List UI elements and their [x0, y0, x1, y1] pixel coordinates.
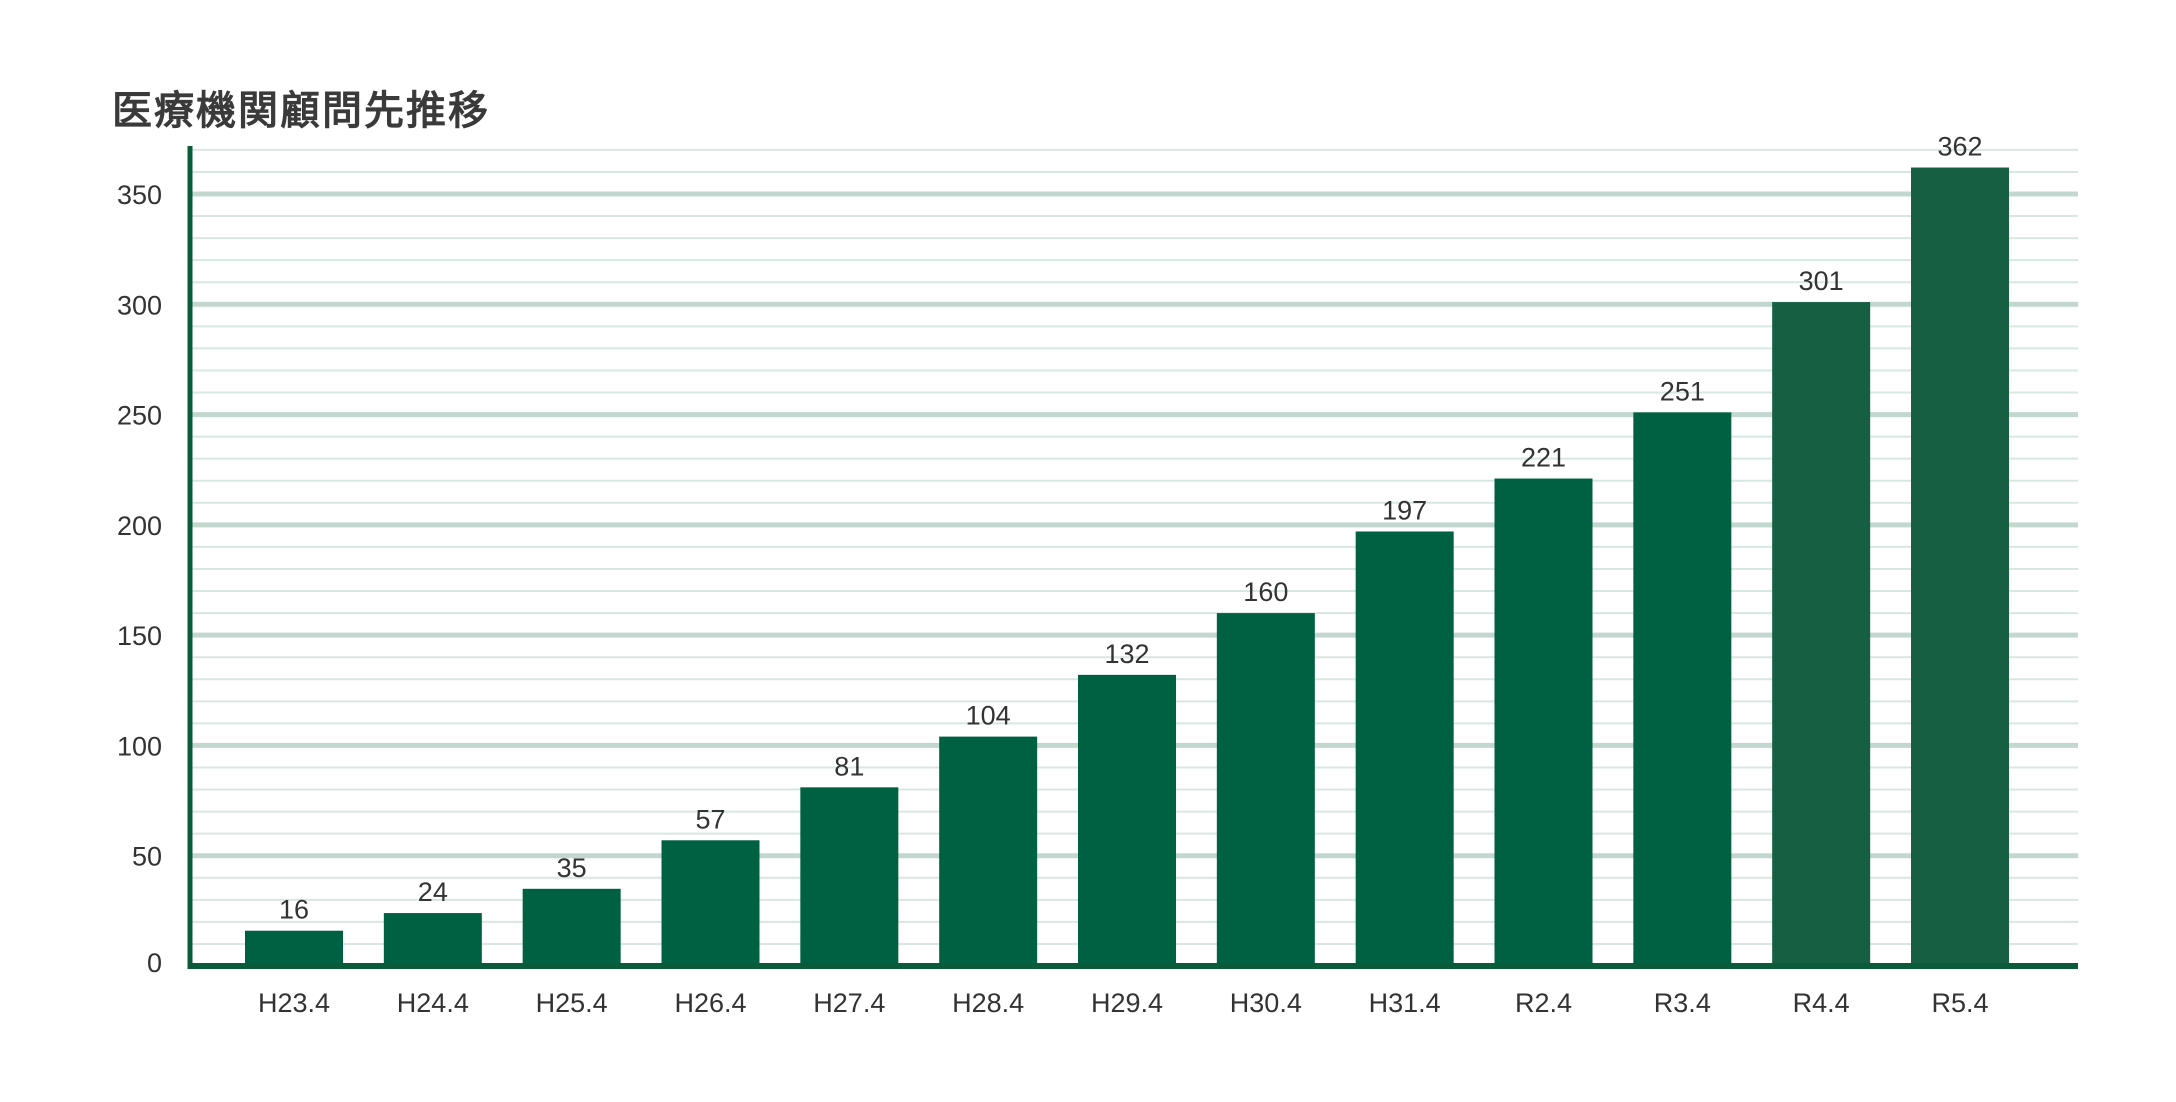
data-label: 57	[695, 804, 725, 834]
x-tick-label: R5.4	[1931, 988, 1988, 1018]
x-tick-label: H27.4	[813, 988, 885, 1018]
y-tick-label: 0	[147, 948, 162, 978]
y-tick-label: 350	[117, 180, 162, 210]
x-axis-ticks: H23.4 H24.4 H25.4 H26.4 H27.4 H28.4 H29.4 H30.4…	[258, 988, 1989, 1018]
data-label: 35	[557, 853, 587, 883]
x-tick-label: H28.4	[952, 988, 1024, 1018]
axes	[187, 146, 2078, 969]
bar	[522, 888, 621, 966]
data-label: 104	[966, 701, 1011, 731]
data-label: 160	[1243, 577, 1288, 607]
x-tick-label: H25.4	[536, 988, 608, 1018]
y-tick-label: 100	[117, 731, 162, 761]
data-label: 251	[1660, 376, 1705, 406]
bar	[1772, 302, 1871, 967]
bar	[1633, 412, 1732, 966]
x-tick-label: H30.4	[1230, 988, 1302, 1018]
bar-series	[245, 167, 2009, 967]
y-tick-label: 50	[132, 842, 162, 872]
bar	[1911, 167, 2009, 966]
x-tick-label: H31.4	[1369, 988, 1441, 1018]
bar	[1355, 531, 1454, 966]
x-tick-label: H26.4	[674, 988, 746, 1018]
bar	[800, 787, 899, 966]
x-tick-label: R2.4	[1515, 988, 1572, 1018]
y-tick-label: 200	[117, 511, 162, 541]
bar	[1216, 613, 1315, 966]
data-label: 221	[1521, 443, 1566, 473]
x-tick-label: H23.4	[258, 988, 330, 1018]
data-label: 132	[1104, 639, 1149, 669]
data-label: 197	[1382, 495, 1427, 525]
data-label: 24	[418, 877, 448, 907]
y-tick-label: 250	[117, 401, 162, 431]
bar	[383, 913, 482, 966]
bar	[1078, 674, 1176, 966]
chart-title: 医療機関顧問先推移	[112, 88, 490, 134]
x-tick-label: H29.4	[1091, 988, 1163, 1018]
x-tick-label: H24.4	[397, 988, 469, 1018]
x-tick-label: R4.4	[1793, 988, 1850, 1018]
data-label: 81	[834, 751, 864, 781]
x-tick-label: R3.4	[1654, 988, 1711, 1018]
data-label: 362	[1937, 132, 1982, 162]
data-labels: 16 24 35 57 81 104 132 160 197 221 251 301 362	[279, 132, 1983, 925]
y-tick-label: 150	[117, 621, 162, 651]
bar	[661, 840, 760, 966]
bar	[245, 930, 343, 966]
bar	[1494, 478, 1593, 966]
data-label: 301	[1799, 266, 1844, 296]
bar	[939, 736, 1038, 966]
y-axis-ticks: 0 50 100 150 200 250 300 350	[117, 180, 162, 978]
data-label: 16	[279, 895, 309, 925]
y-tick-label: 300	[117, 290, 162, 320]
